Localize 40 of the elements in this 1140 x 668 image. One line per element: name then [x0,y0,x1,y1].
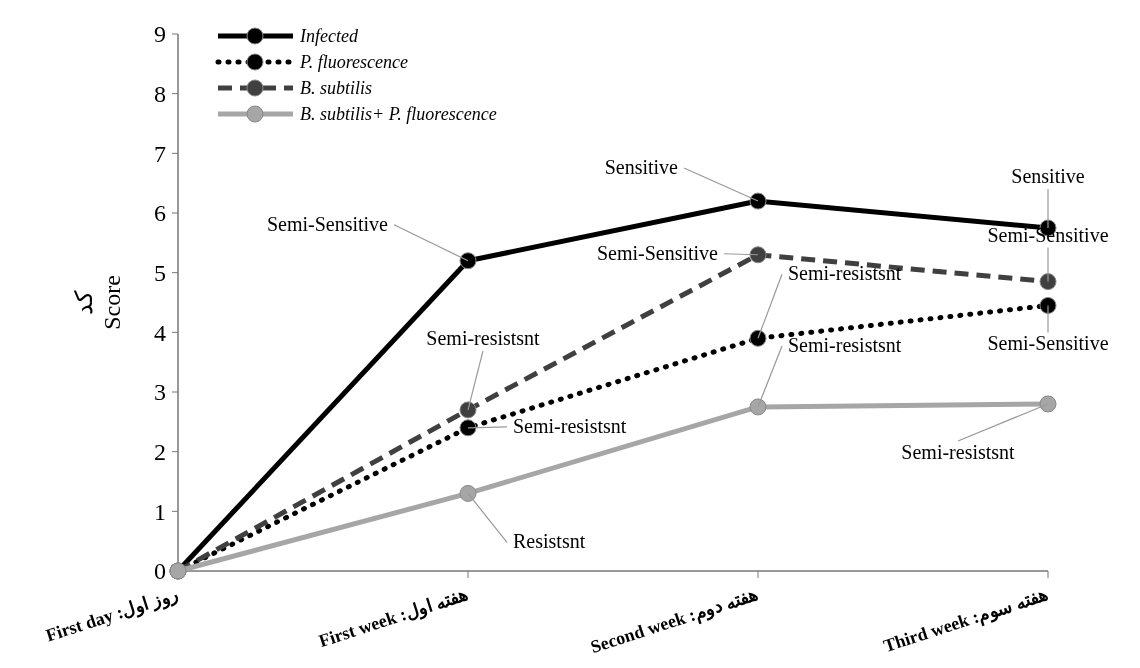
y-tick-label: 5 [154,260,166,287]
point [749,192,767,210]
y-tick-label: 4 [154,319,166,346]
point [459,401,477,419]
point [1039,395,1057,413]
y-tick-label: 2 [154,439,166,466]
point [459,484,477,502]
point [749,246,767,264]
x-tick-label: روز اول: First day [43,583,182,647]
legend-label: Infected [299,26,359,47]
point [1039,296,1057,314]
x-tick-label: هفته دوم: Second week [588,583,762,658]
annotation: Sensitive [604,156,679,179]
y-tick-label: 7 [154,140,166,167]
y-tick-label: 3 [154,379,166,406]
point [749,398,767,416]
point [459,419,477,437]
legend-label: B. subtilis+ P. fluorescence [300,104,497,125]
legend-label: P. fluorescence [299,52,408,73]
annotation: Semi-Sensitive [596,241,719,264]
annotation: Semi-Sensitive [266,212,389,235]
annotation: Semi-resistsnt [513,414,627,437]
x-tick-label: هفته اول: First week [316,583,472,653]
y-tick-label: 0 [154,558,166,585]
annotation: Semi-Sensitive [987,332,1109,355]
annotation: Semi-resistsnt [426,326,541,349]
y-tick-label: 1 [154,498,166,525]
y-tick-label: 9 [154,21,166,48]
annotation: Semi-resistsnt [788,262,902,285]
point [749,329,767,347]
annotation: Semi-resistsnt [901,440,1016,463]
y-tick-label: 6 [154,200,166,227]
point [1039,273,1057,291]
legend-label: B. subtilis [300,78,373,99]
x-tick-label: هفته سوم: Third week [880,583,1052,658]
y-tick-label: 8 [154,81,166,108]
annotation: Sensitive [1011,164,1085,187]
annotation: Semi-resistsnt [788,333,902,356]
annotation: Resistsnt [513,530,586,553]
point [459,252,477,270]
